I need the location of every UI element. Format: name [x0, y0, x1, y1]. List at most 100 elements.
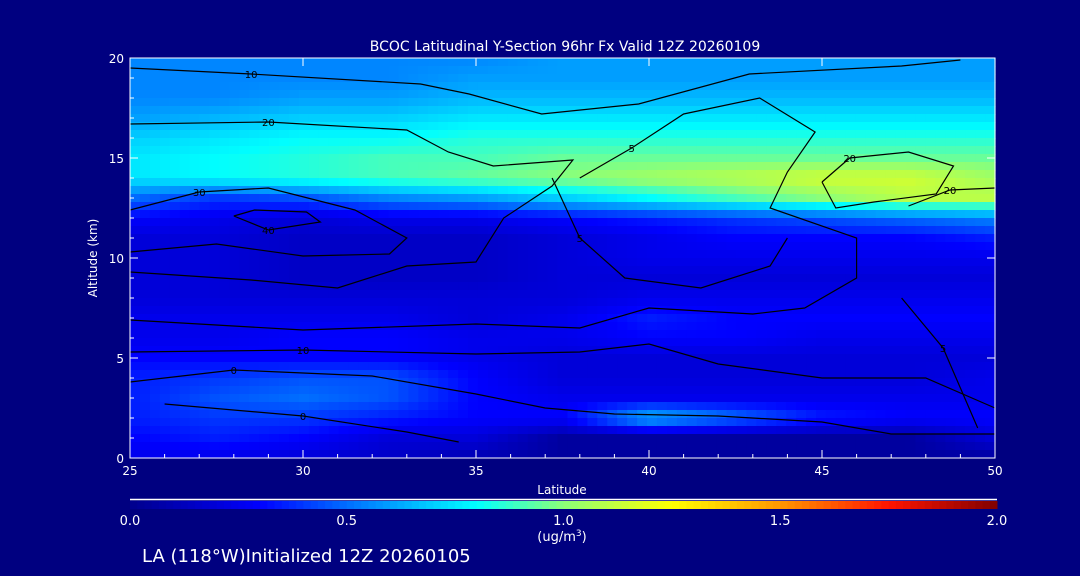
heatmap-cell	[368, 330, 380, 339]
heatmap-cell	[418, 282, 429, 291]
heatmap-cell	[895, 162, 907, 171]
heatmap-cell	[388, 386, 400, 395]
heatmap-cell	[567, 290, 579, 299]
heatmap-cell	[776, 170, 787, 179]
heatmap-cell	[130, 66, 141, 75]
heatmap-cell	[368, 346, 380, 355]
heatmap-cell	[935, 298, 946, 307]
colorbar-segment	[570, 501, 579, 509]
heatmap-cell	[507, 178, 519, 187]
heatmap-cell	[348, 274, 360, 283]
heatmap-cell	[388, 202, 400, 211]
heatmap-cell	[159, 234, 171, 243]
heatmap-cell	[239, 266, 250, 275]
colorbar-segment	[968, 501, 976, 509]
heatmap-cell	[239, 250, 250, 259]
heatmap-cell	[776, 378, 787, 387]
heatmap-cell	[229, 130, 240, 139]
heatmap-cell	[756, 66, 767, 75]
heatmap-cell	[875, 130, 887, 139]
colorbar-segment	[281, 501, 290, 509]
heatmap-cell	[885, 330, 897, 339]
heatmap-cell	[537, 258, 549, 267]
heatmap-cell	[219, 74, 231, 83]
heatmap-cell	[179, 146, 191, 155]
heatmap-cell	[835, 378, 847, 387]
heatmap-cell	[666, 226, 678, 235]
contour-label: 20	[262, 118, 275, 129]
heatmap-cell	[617, 314, 628, 323]
heatmap-cell	[975, 170, 986, 179]
heatmap-cell	[637, 274, 648, 283]
heatmap-cell	[448, 274, 459, 283]
heatmap-cell	[537, 346, 549, 355]
heatmap-cell	[289, 154, 300, 163]
heatmap-cell	[130, 58, 141, 67]
heatmap-cell	[726, 114, 738, 123]
heatmap-cell	[806, 426, 817, 435]
heatmap-cell	[806, 146, 817, 155]
heatmap-cell	[895, 122, 907, 131]
heatmap-cell	[607, 162, 618, 171]
heatmap-cell	[507, 122, 519, 131]
colorbar-tick-label: 1.5	[770, 514, 791, 529]
heatmap-cell	[458, 362, 469, 371]
heatmap-cell	[985, 146, 996, 155]
colorbar-segment	[455, 501, 463, 509]
heatmap-cell	[189, 450, 201, 459]
heatmap-cell	[955, 354, 966, 363]
heatmap-cell	[289, 218, 300, 227]
heatmap-cell	[915, 234, 926, 243]
heatmap-cell	[975, 322, 986, 331]
heatmap-cell	[726, 242, 738, 251]
heatmap-cell	[199, 442, 211, 451]
heatmap-cell	[398, 394, 409, 403]
heatmap-cell	[239, 362, 250, 371]
heatmap-cell	[875, 394, 887, 403]
heatmap-cell	[279, 282, 290, 291]
heatmap-cell	[666, 266, 678, 275]
heatmap-cell	[368, 418, 380, 427]
heatmap-cell	[130, 250, 141, 259]
heatmap-cell	[786, 442, 797, 451]
heatmap-cell	[378, 138, 390, 147]
heatmap-cell	[835, 370, 847, 379]
heatmap-cell	[487, 386, 499, 395]
heatmap-cell	[915, 282, 926, 291]
heatmap-cell	[905, 378, 917, 387]
heatmap-cell	[477, 418, 489, 427]
heatmap-cell	[338, 378, 350, 387]
heatmap-cell	[408, 450, 419, 459]
heatmap-cell	[368, 402, 380, 411]
heatmap-cell	[219, 194, 231, 203]
heatmap-cell	[289, 234, 300, 243]
heatmap-cell	[796, 418, 807, 427]
colorbar-segment	[231, 501, 239, 509]
heatmap-cell	[418, 218, 429, 227]
heatmap-cell	[189, 98, 201, 107]
heatmap-cell	[736, 362, 748, 371]
heatmap-cell	[547, 170, 559, 179]
heatmap-cell	[965, 74, 976, 83]
heatmap-cell	[736, 434, 748, 443]
heatmap-cell	[378, 154, 390, 163]
heatmap-cell	[438, 162, 449, 171]
heatmap-cell	[139, 258, 151, 267]
heatmap-cell	[736, 322, 748, 331]
heatmap-cell	[696, 426, 708, 435]
heatmap-cell	[199, 178, 211, 187]
heatmap-cell	[468, 250, 479, 259]
heatmap-cell	[418, 362, 429, 371]
heatmap-cell	[557, 210, 569, 219]
heatmap-cell	[816, 306, 827, 315]
heatmap-cell	[766, 274, 777, 283]
heatmap-cell	[378, 106, 390, 115]
heatmap-cell	[955, 202, 966, 211]
heatmap-cell	[507, 362, 519, 371]
heatmap-cell	[279, 442, 290, 451]
heatmap-cell	[477, 186, 489, 195]
heatmap-cell	[517, 362, 529, 371]
heatmap-cell	[915, 138, 926, 147]
heatmap-cell	[130, 170, 141, 179]
heatmap-cell	[686, 154, 698, 163]
